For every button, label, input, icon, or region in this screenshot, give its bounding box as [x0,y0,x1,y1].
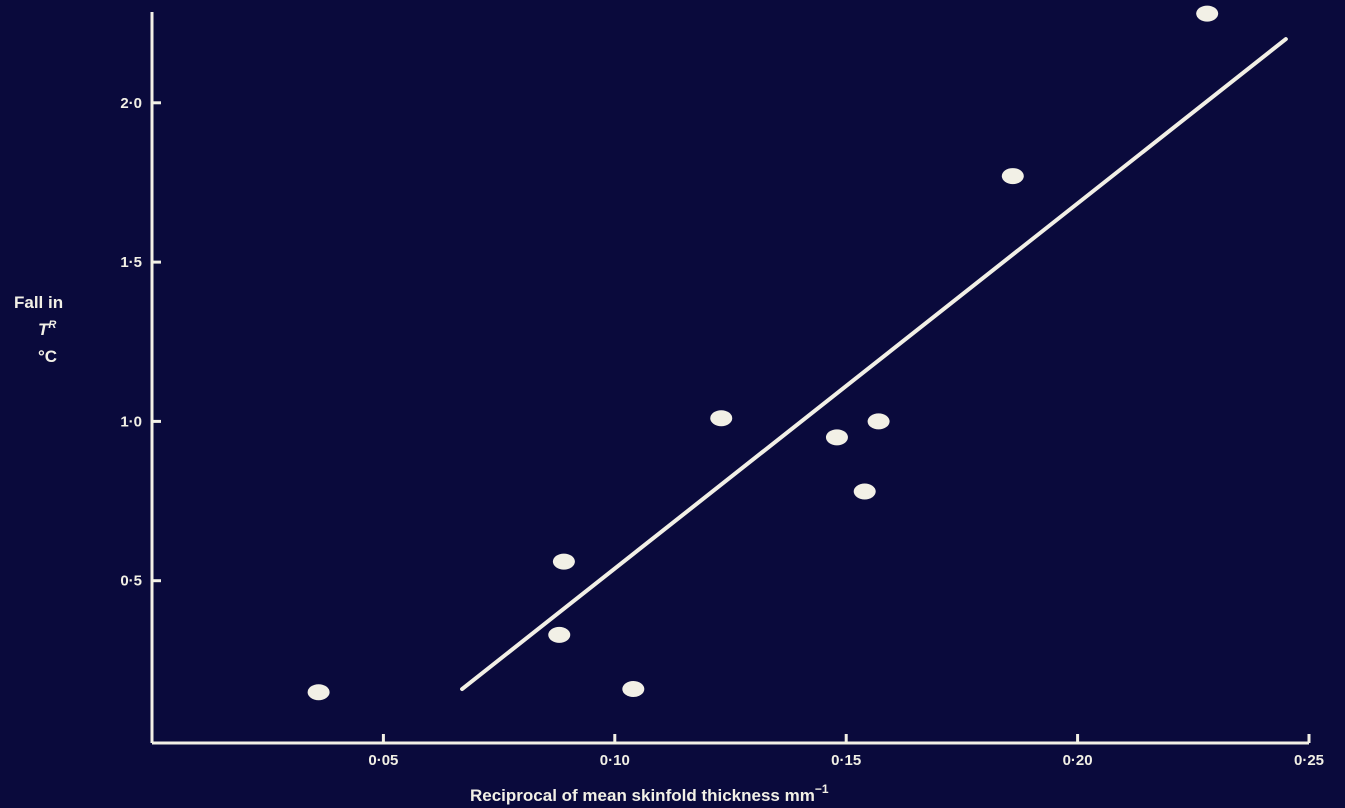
y-axis-label-line-1: Fall in [14,293,63,312]
y-tick-label: 1·5 [120,254,142,271]
data-points [307,5,1219,701]
x-tick-label: 0·20 [1063,752,1093,769]
x-tick-label: 0·05 [368,752,398,769]
regression-line [460,37,1288,692]
data-point [1196,5,1219,22]
x-axis-label-superscript: −1 [815,782,829,796]
data-point [825,429,848,446]
y-axis-label-line-3: °C [38,347,57,366]
y-axis-label-symbol: T [38,320,50,339]
y-tick-label: 1·0 [120,413,142,430]
x-ticks: 0·05 0·10 0·15 0·20 0·25 [368,734,1324,769]
data-point [552,553,575,570]
x-axis-label: Reciprocal of mean skinfold thickness mm… [470,782,829,805]
x-tick-label: 0·10 [600,752,630,769]
x-tick-label: 0·15 [831,752,861,769]
data-point [548,626,571,643]
y-tick-label: 0·5 [120,573,142,590]
data-point [710,410,733,427]
data-point [622,681,645,698]
y-axis-label-line-2: TR [38,319,56,339]
data-point [853,483,876,500]
y-tick-label: 2·0 [120,95,142,112]
axes [150,12,1309,745]
y-ticks: 0·5 1·0 1·5 2·0 [120,95,161,590]
data-point [1001,168,1024,185]
y-axis-label-superscript: R [48,319,56,331]
y-axis-label: Fall in TR °C [14,293,63,366]
data-point [867,413,890,430]
x-tick-label: 0·25 [1294,752,1324,769]
x-axis-label-text: Reciprocal of mean skinfold thickness mm [470,786,815,805]
data-point [307,684,330,701]
